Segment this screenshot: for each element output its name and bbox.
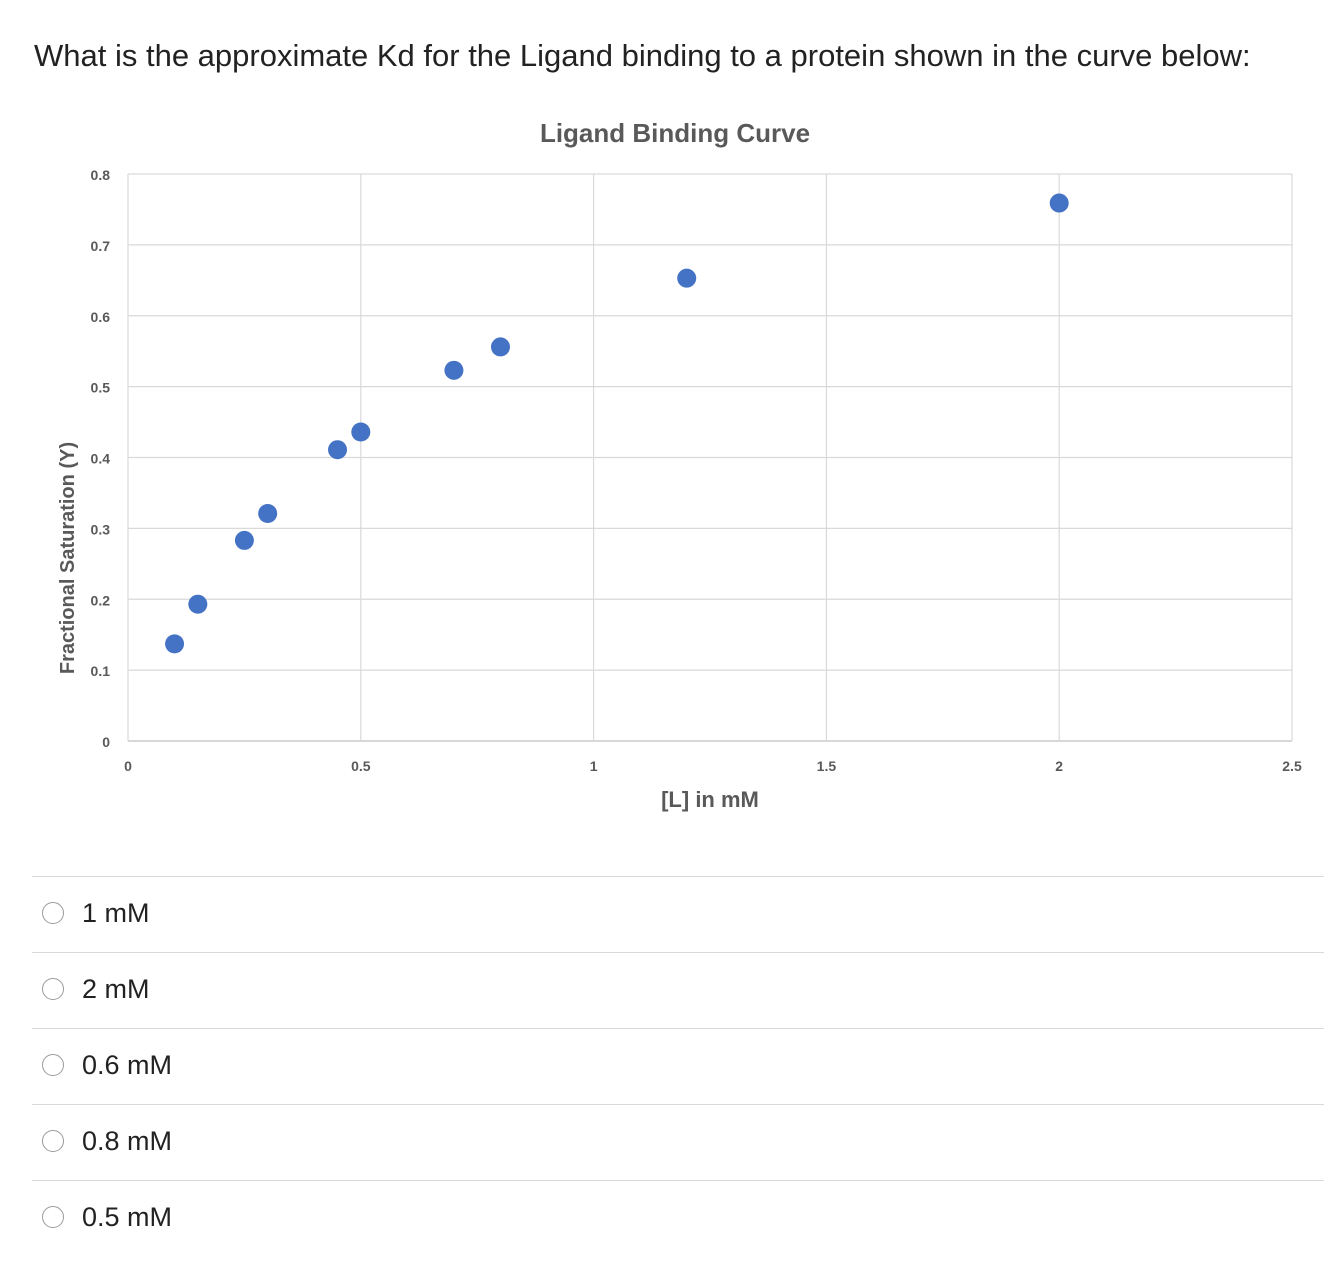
x-tick-label: 2 xyxy=(1055,758,1063,774)
data-point xyxy=(234,530,254,550)
y-tick-label: 0.3 xyxy=(91,521,111,537)
data-point xyxy=(328,440,348,460)
x-tick-label: 2.5 xyxy=(1282,758,1302,774)
option-label: 0.5 mM xyxy=(82,1202,173,1232)
y-tick-label: 0.5 xyxy=(91,380,111,396)
option-label: 0.8 mM xyxy=(82,1126,173,1156)
y-tick-label: 0 xyxy=(102,734,110,750)
x-axis-label: [L] in mM xyxy=(661,787,759,812)
data-point xyxy=(490,337,510,357)
radio-button[interactable] xyxy=(42,1054,64,1076)
x-tick-labels: 0 0.5 1 1.5 2 2.5 xyxy=(124,758,1302,774)
data-point xyxy=(677,268,697,288)
option-label: 0.6 mM xyxy=(82,1050,173,1080)
y-tick-label: 0.8 xyxy=(91,167,111,183)
answer-options: 1 mM 2 mM 0.6 mM 0.8 mM 0.5 mM xyxy=(32,876,1324,1256)
x-tick-label: 0.5 xyxy=(351,758,371,774)
data-point xyxy=(188,594,208,614)
y-tick-label: 0.1 xyxy=(91,663,111,679)
radio-button[interactable] xyxy=(42,1206,64,1228)
radio-button[interactable] xyxy=(42,902,64,924)
data-point xyxy=(444,360,464,380)
question-text: What is the approximate Kd for the Ligan… xyxy=(34,38,1251,73)
x-tick-label: 0 xyxy=(124,758,132,774)
ligand-binding-chart: Ligand Binding Curve 0 0.5 1 1.5 2 2.5 0 0.1 0.… xyxy=(57,118,1302,812)
data-point xyxy=(1049,193,1069,213)
option-label: 2 mM xyxy=(82,974,150,1004)
x-tick-label: 1.5 xyxy=(817,758,837,774)
y-tick-label: 0.4 xyxy=(91,451,111,467)
data-point xyxy=(258,503,278,523)
chart-grid xyxy=(127,173,1293,742)
chart-title: Ligand Binding Curve xyxy=(540,118,810,148)
y-tick-label: 0.2 xyxy=(91,592,111,608)
data-points xyxy=(165,193,1069,654)
radio-button[interactable] xyxy=(42,978,64,1000)
option-1mm[interactable]: 1 mM xyxy=(32,876,1324,952)
option-0-6mm[interactable]: 0.6 mM xyxy=(32,1028,1324,1104)
y-axis-label: Fractional Saturation (Y) xyxy=(57,442,79,674)
y-tick-labels: 0 0.1 0.2 0.3 0.4 0.5 0.6 0.7 0.8 xyxy=(91,167,111,750)
radio-button[interactable] xyxy=(42,1130,64,1152)
x-tick-label: 1 xyxy=(590,758,598,774)
data-point xyxy=(351,422,371,442)
option-label: 1 mM xyxy=(82,898,150,928)
y-tick-label: 0.7 xyxy=(91,238,111,254)
data-point xyxy=(165,634,185,654)
option-0-5mm[interactable]: 0.5 mM xyxy=(32,1180,1324,1256)
option-0-8mm[interactable]: 0.8 mM xyxy=(32,1104,1324,1180)
y-tick-label: 0.6 xyxy=(91,309,111,325)
option-2mm[interactable]: 2 mM xyxy=(32,952,1324,1028)
